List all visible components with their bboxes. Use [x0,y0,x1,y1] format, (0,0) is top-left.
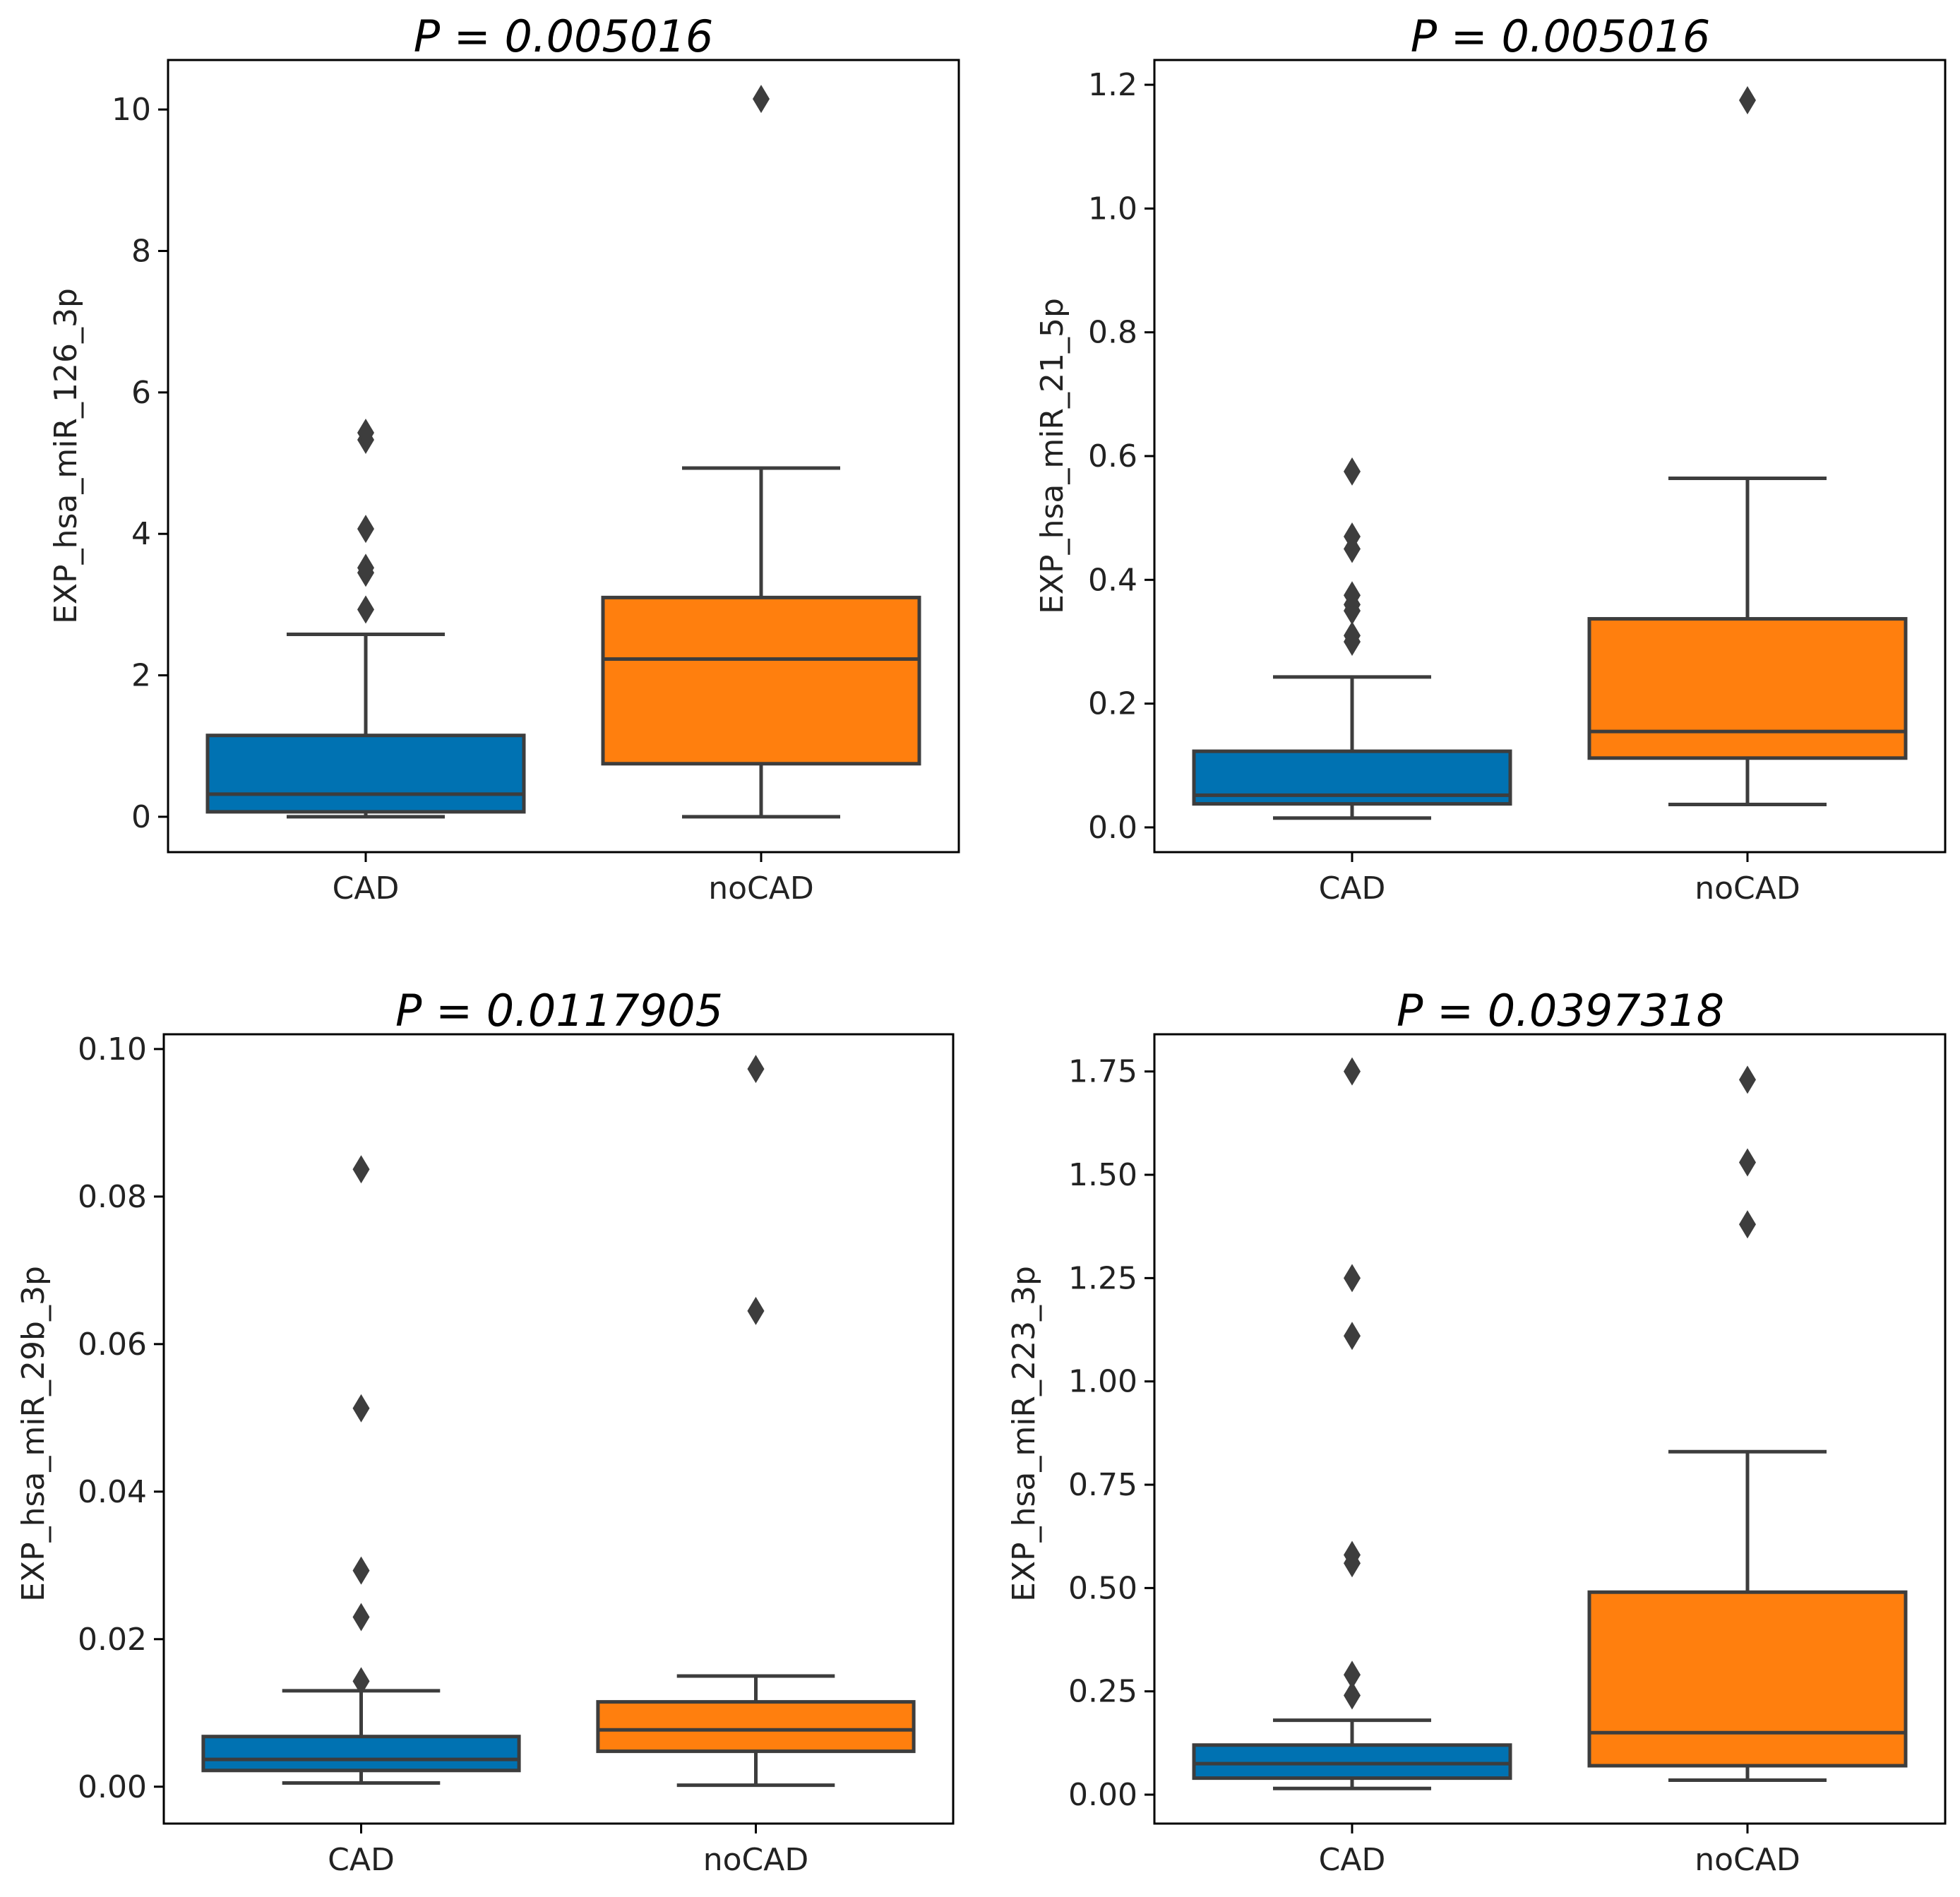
outlier-point [1739,1148,1756,1177]
y-tick-label: 8 [131,233,151,269]
plot-frame [167,59,960,854]
outlier-point [352,1155,370,1184]
y-tick-label: 0.2 [1088,686,1137,722]
plot-area [1192,85,1908,820]
y-tick-label: 1.25 [1068,1260,1137,1296]
outlier-point [747,1296,765,1325]
outlier-point [1739,1065,1756,1094]
outlier-point [753,85,770,114]
x-tick-label: CAD [1319,1842,1386,1878]
box-cad [1192,1057,1512,1790]
box-iqr [1587,617,1908,760]
plot-frame [162,1033,955,1825]
chart-title: P = 0.005016 [1411,11,1711,62]
outlier-point [1344,1322,1361,1351]
chart-panel-mir126: P = 0.005016 EXP_hsa_miR_126_3p 0 2 4 6 8 10 C… [48,11,960,906]
y-tick-label: 0.02 [78,1622,147,1658]
outlier-point [357,418,374,447]
outlier-point [1344,457,1361,486]
x-tick-label: CAD [1319,870,1386,906]
outlier-point [1344,1540,1361,1569]
y-tick-label: 0.0 [1088,810,1137,846]
y-tick-label: 0.06 [78,1327,147,1363]
outlier-point [1344,1264,1361,1293]
x-tick-label: noCAD [703,1842,809,1878]
plot-area [1192,1057,1908,1790]
outlier-point [1344,621,1361,650]
outlier-point [1739,85,1756,114]
box-nocad [1587,85,1908,807]
outlier-point [1344,1681,1361,1710]
outlier-point [352,1603,370,1632]
y-tick-label: 1.2 [1088,67,1137,103]
y-tick-label: 0.6 [1088,438,1137,474]
y-tick-label: 0.4 [1088,562,1137,598]
y-tick-label: 0.00 [1068,1777,1137,1813]
box-cad [205,418,526,819]
y-tick-label: 0.75 [1068,1467,1137,1503]
y-tick-label: 6 [131,375,151,411]
y-tick-label: 1.00 [1068,1364,1137,1400]
x-tick-label: noCAD [1695,1842,1800,1878]
y-tick-label: 1.75 [1068,1054,1137,1090]
plot-area [201,1055,916,1788]
y-tick-label: 1.50 [1068,1157,1137,1193]
box-iqr [1192,1743,1512,1781]
outlier-point [352,1394,370,1423]
chart-title: P = 0.005016 [414,11,714,62]
outlier-point [1344,522,1361,551]
y-tick-label: 0.25 [1068,1674,1137,1710]
box-nocad [601,85,921,819]
x-tick-label: CAD [333,870,400,906]
y-tick-label: 1.0 [1088,191,1137,227]
box-cad [1192,457,1512,820]
y-tick-label: 0.10 [78,1031,147,1067]
y-axis-label: EXP_hsa_miR_29b_3p [16,1266,52,1602]
box-iqr [1587,1590,1908,1768]
outlier-point [352,1667,370,1696]
outlier-point [747,1055,765,1084]
box-nocad [1587,1065,1908,1783]
outlier-point [357,595,374,624]
plot-area [205,85,921,819]
y-axis-label: EXP_hsa_miR_223_3p [1006,1266,1042,1602]
box-nocad [596,1055,916,1788]
x-tick-label: noCAD [708,870,814,906]
box-iqr [596,1700,916,1754]
y-axis-label: EXP_hsa_miR_126_3p [48,288,84,624]
chart-panel-mir223: P = 0.0397318 EXP_hsa_miR_223_3p 0.00 0.2… [1006,985,1947,1878]
y-tick-label: 2 [131,658,151,694]
box-iqr [601,595,921,766]
outlier-point [357,553,374,582]
outlier-point [1344,1057,1361,1086]
box-iqr [205,734,526,814]
x-tick-label: noCAD [1695,870,1800,906]
y-tick-label: 10 [112,92,151,128]
y-tick-label: 4 [131,516,151,552]
y-tick-label: 0.00 [78,1769,147,1805]
outlier-point [1344,581,1361,610]
y-tick-label: 0.50 [1068,1570,1137,1606]
chart-panel-mir29b: P = 0.0117905 EXP_hsa_miR_29b_3p 0.00 0.0… [16,985,955,1878]
y-tick-label: 0.8 [1088,315,1137,351]
outlier-point [357,515,374,544]
x-tick-label: CAD [328,1842,395,1878]
y-tick-label: 0 [131,799,151,835]
chart-title: P = 0.0117905 [395,985,723,1036]
outlier-point [1344,1660,1361,1689]
chart-title: P = 0.0397318 [1397,985,1724,1036]
y-tick-label: 0.04 [78,1474,147,1510]
chart-panel-mir21: P = 0.005016 EXP_hsa_miR_21_5p 0.0 0.2 0.4… [1034,11,1947,906]
y-tick-label: 0.08 [78,1179,147,1215]
outlier-point [1739,1210,1756,1239]
outlier-point [352,1556,370,1585]
box-cad [201,1155,521,1785]
y-axis-label: EXP_hsa_miR_21_5p [1034,298,1070,614]
box-iqr [201,1735,521,1773]
plot-frame [1153,1033,1947,1825]
